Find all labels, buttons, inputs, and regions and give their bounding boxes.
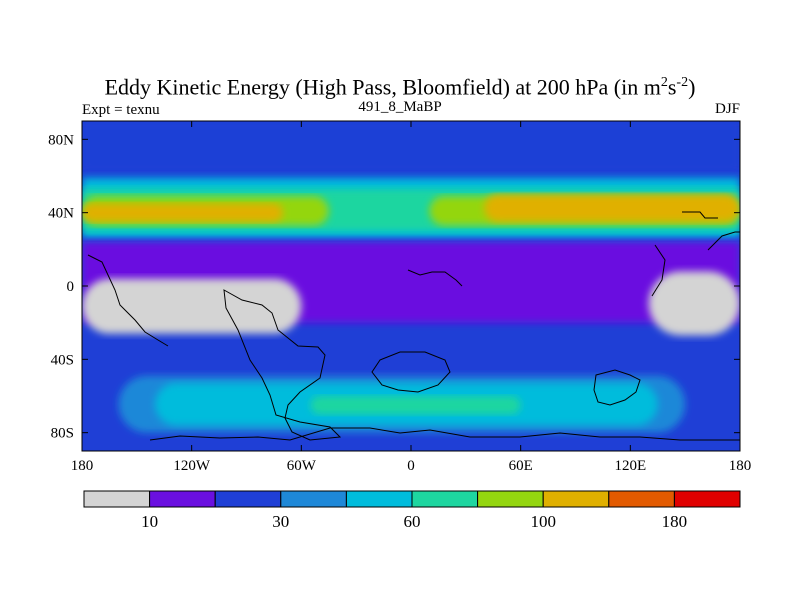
chart-subtitle: 491_8_MaBP (358, 99, 442, 115)
colorbar-label: 180 (662, 512, 688, 531)
coastline-maritime-continent (651, 244, 666, 297)
y-tick-label: 80S (51, 426, 74, 442)
x-tick-label: 120W (173, 458, 211, 474)
colorbar-swatch (477, 490, 544, 508)
coastline-antarctica (149, 427, 740, 441)
colorbar-swatch (673, 490, 741, 508)
x-tick-label: 120E (614, 458, 646, 474)
x-tick-label: 0 (407, 458, 415, 474)
x-tick-label: 180 (71, 458, 94, 474)
field-region-sh-storm-track-core (310, 396, 521, 415)
colorbar-swatch (149, 490, 216, 508)
experiment-label: Expt = texnu (82, 102, 160, 118)
y-tick-label: 0 (67, 279, 75, 295)
season-label: DJF (714, 101, 740, 117)
coastline-australia (593, 369, 641, 406)
chart-title: Eddy Kinetic Energy (High Pass, Bloomfie… (104, 74, 696, 100)
colorbar-label: 30 (272, 512, 289, 531)
y-tick-label: 40S (51, 352, 74, 368)
colorbar-swatch (214, 490, 282, 508)
coastline-pacific-islands (707, 231, 740, 251)
axes: 180 120W 60W 0 60E 120E 180 80N 40N 0 40S 80S (48, 121, 751, 474)
colorbar-label: 10 (141, 512, 158, 531)
coastlines (87, 211, 740, 441)
colorbar-swatch (411, 490, 479, 508)
coastline-central-america (87, 254, 169, 347)
colorbar-swatch (542, 490, 610, 508)
field-region-low-ekE-east (648, 271, 740, 336)
x-tick-label: 60E (509, 458, 533, 474)
x-tick-label: 60W (287, 458, 317, 474)
x-tick-label: 180 (729, 458, 752, 474)
colorbar-label: 60 (404, 512, 421, 531)
field-region-pacific-storm-track (82, 203, 284, 222)
colorbar: 10 30 60 100 180 (83, 490, 741, 531)
colorbar-swatch (345, 490, 413, 508)
colorbar-swatch (608, 490, 675, 508)
colorbar-swatch (280, 490, 347, 508)
field-region-low-ekE-west (82, 278, 302, 334)
field-region-arctic (82, 121, 740, 173)
coastline-africa (371, 351, 451, 393)
field-region-atlantic-storm-track (484, 194, 740, 222)
colorbar-swatch (83, 490, 151, 508)
coastline-japan (682, 211, 718, 219)
coastline-indian-region (407, 269, 463, 287)
colorbar-label: 100 (530, 512, 556, 531)
y-tick-label: 40N (48, 206, 74, 222)
coastline-south-america (223, 289, 342, 441)
ekE-field (82, 121, 740, 451)
y-tick-label: 80N (48, 132, 74, 148)
